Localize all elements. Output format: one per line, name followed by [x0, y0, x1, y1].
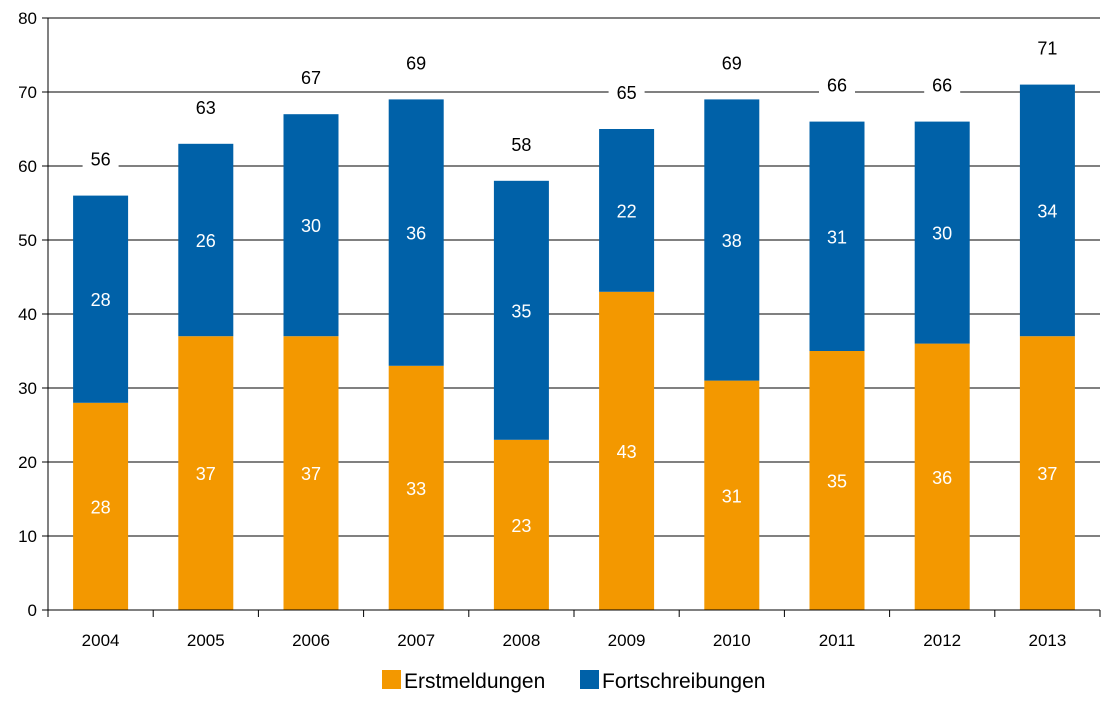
legend: Erstmeldungen Fortschreibungen: [382, 670, 765, 693]
x-tick-label: 2011: [819, 631, 856, 650]
bar-fortschreibungen-2013: [1019, 84, 1075, 337]
data-label: 31: [722, 486, 742, 506]
total-label-bg: [713, 51, 750, 76]
x-tick-label: 2005: [187, 631, 225, 650]
y-tick-label: 70: [18, 83, 37, 102]
data-label: 30: [301, 216, 321, 236]
x-tick-label: 2012: [923, 631, 961, 650]
data-label: 22: [617, 201, 637, 221]
data-label: 43: [617, 442, 637, 462]
data-label: 37: [196, 464, 216, 484]
data-label: 35: [511, 301, 531, 321]
legend-swatch-erstmeldungen: [382, 670, 401, 689]
total-label: 71: [1037, 39, 1057, 59]
bar-erstmeldungen-2007: [388, 365, 444, 610]
bar-fortschreibungen-2012: [914, 121, 970, 344]
data-label: 28: [91, 290, 111, 310]
data-label: 37: [1037, 464, 1057, 484]
total-label-bg: [608, 81, 645, 105]
bar-fortschreibungen-2005: [178, 143, 234, 337]
total-label-bg: [819, 73, 855, 98]
x-tick-label: 2007: [397, 631, 435, 650]
axes: 0 10 20 30 40 50 60 70 80 2004 2005 2006 2007 2008 200…: [18, 9, 1101, 650]
total-label-bg: [503, 132, 540, 157]
bar-fortschreibungen-2007: [388, 99, 444, 366]
bar-erstmeldungen-2012: [914, 343, 970, 610]
data-label: 36: [406, 224, 426, 244]
total-label-bg: [398, 51, 435, 76]
total-label-bg: [1029, 36, 1066, 61]
bar-erstmeldungen-2011: [809, 351, 865, 610]
bar-erstmeldungen-2005: [178, 336, 234, 610]
total-label: 69: [406, 53, 426, 73]
total-label-bg: [924, 73, 961, 98]
total-label: 67: [301, 68, 321, 88]
x-tick-label: 2013: [1028, 631, 1066, 650]
data-label: 38: [722, 231, 742, 251]
data-label: 36: [932, 468, 952, 488]
bars: [73, 84, 1075, 610]
bar-erstmeldungen-2004: [73, 402, 129, 610]
data-label: 23: [511, 516, 531, 536]
total-label-bg: [293, 66, 329, 91]
x-tick-label: 2004: [82, 631, 120, 650]
bar-fortschreibungen-2006: [283, 114, 339, 337]
legend-swatch-fortschreibungen: [580, 670, 599, 689]
total-label-bg: [187, 95, 224, 120]
total-label: 65: [617, 83, 637, 103]
bar-erstmeldungen-2006: [283, 336, 339, 610]
labels: 28 28 56 37 26 63 37 30 67 33 36 69 23 35 58 43 22 65 31 38…: [82, 36, 1066, 536]
data-label: 34: [1037, 201, 1057, 221]
total-label-bg: [82, 147, 119, 172]
y-tick-label: 80: [18, 9, 37, 28]
bar-erstmeldungen-2013: [1019, 336, 1075, 610]
bar-erstmeldungen-2008: [493, 439, 549, 610]
y-tick-label: 50: [18, 231, 37, 250]
data-label: 31: [827, 227, 847, 247]
total-label: 58: [511, 135, 531, 155]
bar-erstmeldungen-2009: [599, 291, 655, 610]
y-tick-label: 20: [18, 453, 37, 472]
bar-fortschreibungen-2004: [73, 195, 129, 403]
data-label: 35: [827, 472, 847, 492]
data-label: 33: [406, 479, 426, 499]
total-label: 66: [827, 76, 847, 96]
y-tick-label: 60: [18, 157, 37, 176]
y-tick-label: 0: [28, 601, 37, 620]
data-label: 30: [932, 224, 952, 244]
total-label: 63: [196, 98, 216, 118]
bar-fortschreibungen-2010: [704, 99, 760, 381]
y-tick-label: 10: [18, 527, 37, 546]
data-label: 37: [301, 464, 321, 484]
x-tick-label: 2006: [292, 631, 330, 650]
legend-label: Erstmeldungen: [404, 670, 545, 693]
data-label: 28: [91, 497, 111, 517]
legend-label: Fortschreibungen: [602, 670, 765, 693]
bar-fortschreibungen-2011: [809, 121, 865, 351]
total-label: 66: [932, 76, 952, 96]
y-tick-label: 30: [18, 379, 37, 398]
data-label: 26: [196, 231, 216, 251]
total-label: 69: [722, 53, 742, 73]
x-tick-label: 2009: [608, 631, 646, 650]
total-label: 56: [91, 150, 111, 170]
x-tick-label: 2008: [502, 631, 540, 650]
x-tick-label: 2010: [713, 631, 751, 650]
y-tick-label: 40: [18, 305, 37, 324]
bar-erstmeldungen-2010: [704, 380, 760, 610]
bar-fortschreibungen-2009: [599, 129, 655, 292]
bar-fortschreibungen-2008: [493, 180, 549, 440]
